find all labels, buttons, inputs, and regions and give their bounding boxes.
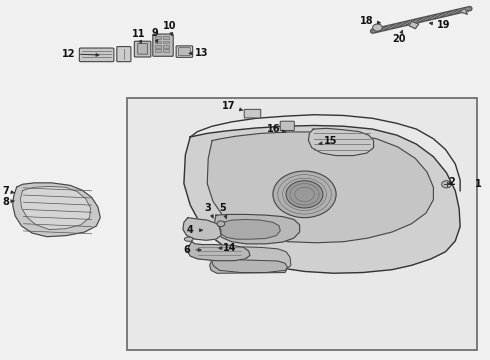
Text: 15: 15 xyxy=(318,136,338,146)
FancyBboxPatch shape xyxy=(163,45,169,48)
Polygon shape xyxy=(21,186,91,229)
FancyBboxPatch shape xyxy=(117,46,131,62)
Text: 13: 13 xyxy=(189,48,209,58)
Text: 2: 2 xyxy=(448,177,455,187)
Text: 14: 14 xyxy=(219,243,236,253)
Text: 12: 12 xyxy=(61,49,99,59)
FancyBboxPatch shape xyxy=(244,109,261,118)
Text: 4: 4 xyxy=(187,225,202,235)
Circle shape xyxy=(286,181,323,208)
Text: 5: 5 xyxy=(220,203,227,219)
Circle shape xyxy=(217,221,225,226)
Polygon shape xyxy=(220,220,280,239)
FancyBboxPatch shape xyxy=(79,48,114,62)
FancyBboxPatch shape xyxy=(155,36,161,39)
FancyBboxPatch shape xyxy=(155,49,161,52)
Polygon shape xyxy=(207,132,433,243)
Text: 11: 11 xyxy=(131,30,145,44)
Text: 17: 17 xyxy=(222,102,243,112)
Polygon shape xyxy=(409,22,419,29)
Text: 18: 18 xyxy=(360,17,380,27)
Text: 8: 8 xyxy=(2,197,14,207)
Bar xyxy=(127,98,477,350)
FancyBboxPatch shape xyxy=(280,121,294,131)
FancyBboxPatch shape xyxy=(163,41,169,43)
FancyBboxPatch shape xyxy=(155,41,161,43)
Polygon shape xyxy=(13,183,100,237)
FancyBboxPatch shape xyxy=(163,49,169,52)
FancyBboxPatch shape xyxy=(178,48,190,55)
Polygon shape xyxy=(215,215,300,244)
Text: 9: 9 xyxy=(151,28,158,43)
Circle shape xyxy=(273,171,336,218)
Polygon shape xyxy=(188,242,250,261)
Text: 1: 1 xyxy=(475,179,482,189)
Text: 6: 6 xyxy=(183,245,201,255)
Circle shape xyxy=(441,181,451,188)
Polygon shape xyxy=(183,218,221,240)
FancyBboxPatch shape xyxy=(163,36,169,39)
FancyBboxPatch shape xyxy=(155,45,161,48)
FancyBboxPatch shape xyxy=(138,43,147,54)
Polygon shape xyxy=(211,247,291,273)
Text: 10: 10 xyxy=(163,21,176,36)
Text: 16: 16 xyxy=(267,124,286,134)
Polygon shape xyxy=(184,126,460,273)
Circle shape xyxy=(372,24,382,31)
Polygon shape xyxy=(308,129,373,156)
Text: 19: 19 xyxy=(430,20,450,30)
FancyBboxPatch shape xyxy=(153,34,173,56)
Text: 7: 7 xyxy=(2,186,14,196)
FancyBboxPatch shape xyxy=(176,46,193,57)
Text: 3: 3 xyxy=(205,203,213,218)
Polygon shape xyxy=(210,259,288,273)
Ellipse shape xyxy=(184,237,193,241)
FancyBboxPatch shape xyxy=(134,41,151,57)
Text: 20: 20 xyxy=(392,30,406,44)
Polygon shape xyxy=(459,9,467,14)
